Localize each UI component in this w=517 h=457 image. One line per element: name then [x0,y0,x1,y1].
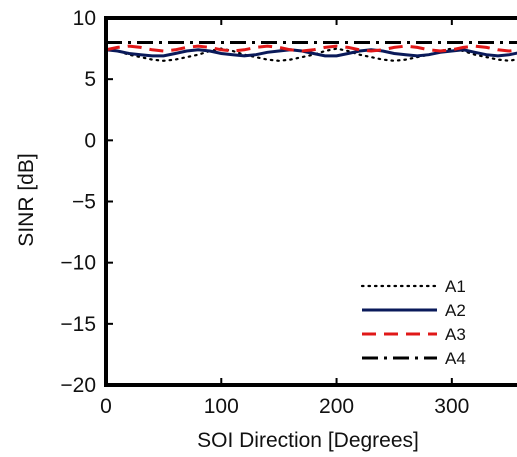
legend-label-a3: A3 [445,325,466,344]
y-tick-label: −5 [72,191,96,214]
legend-label-a1: A1 [445,277,466,296]
y-ticks: 10 5 0 −5 −10 −15 −20 [60,7,113,397]
x-axis-title: SOI Direction [Degrees] [197,429,419,452]
series-line-a1 [106,47,517,62]
x-tick-label: 300 [434,395,469,418]
legend-label-a4: A4 [445,349,466,368]
plot-lines [106,41,517,62]
x-tick-label: 200 [319,395,354,418]
y-tick-label: −15 [60,313,96,336]
y-tick-label: 10 [73,7,96,30]
x-tick-label: 0 [100,395,112,418]
y-tick-label: −20 [60,374,96,397]
series-line-a2 [106,48,517,58]
y-axis-title: SINR [dB] [15,153,38,246]
legend-label-a2: A2 [445,301,466,320]
y-tick-label: 0 [84,129,96,152]
legend: A1 A2 A3 A4 [360,277,466,368]
x-tick-label: 100 [204,395,239,418]
x-ticks: 0 100 200 300 [100,18,469,418]
y-tick-label: −10 [60,252,96,275]
series-line-a3 [106,44,517,53]
y-tick-label: 5 [84,68,96,91]
